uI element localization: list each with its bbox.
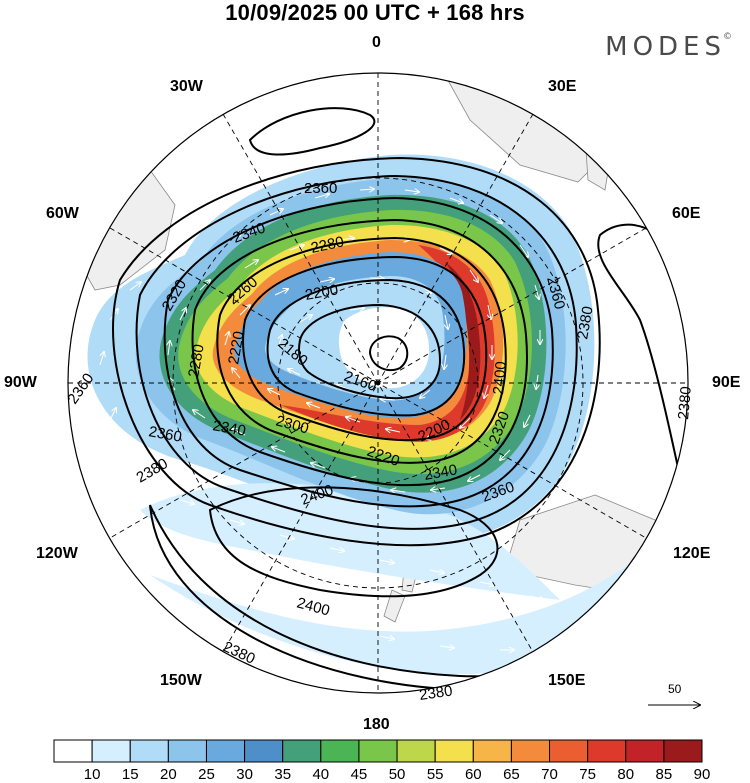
lon-label-90e: 90E xyxy=(712,374,741,391)
colorbar-tick-label: 30 xyxy=(236,766,253,783)
contour-label: 2380 xyxy=(675,386,695,421)
contour-labels: 2360 2340 2320 2280 2260 2200 2220 2280 … xyxy=(64,180,695,704)
colorbar-swatch xyxy=(396,739,436,763)
lon-label-120w: 120W xyxy=(36,545,78,562)
lon-label-180: 180 xyxy=(363,716,390,733)
colorbar-tick-label: 90 xyxy=(693,766,711,783)
lon-label-60e: 60E xyxy=(672,205,701,222)
colorbar-swatch xyxy=(358,739,398,763)
colorbar-swatch xyxy=(510,739,551,763)
colorbar-tick-label: 15 xyxy=(121,766,139,783)
colorbar-swatch xyxy=(282,739,322,763)
map-border xyxy=(67,72,689,694)
new-zealand-south xyxy=(383,589,406,623)
colorbar-swatch xyxy=(434,739,474,763)
contour-label: 2380 xyxy=(418,682,453,703)
colorbar-swatch xyxy=(472,739,512,763)
contour-label: 2400 xyxy=(490,361,510,396)
colorbar-swatch xyxy=(244,739,284,763)
colorbar xyxy=(53,739,703,763)
colorbar-swatch xyxy=(91,739,131,763)
contour-label: 2280 xyxy=(185,343,208,379)
colorbar-tick-label: 80 xyxy=(617,766,635,783)
colorbar-tick-label: 50 xyxy=(388,766,406,783)
colorbar-tick-label: 65 xyxy=(503,766,520,783)
colorbar-tick-label: 25 xyxy=(198,766,215,783)
contour-label: 2380 xyxy=(574,305,597,341)
colorbar-tick-label: 70 xyxy=(541,766,558,783)
contour-label: 2340 xyxy=(211,417,247,440)
brand-text: MODES xyxy=(605,32,726,62)
lon-label-0: 0 xyxy=(372,34,381,51)
colorbar-tick-label: 60 xyxy=(464,766,482,783)
colorbar-tick-label: 55 xyxy=(426,766,444,783)
contour-label: 2280 xyxy=(309,233,345,257)
colorbar-tick-label: 85 xyxy=(655,766,673,783)
colorbar-tick-label: 35 xyxy=(274,766,292,783)
colorbar-tick-label: 75 xyxy=(579,766,596,783)
vector-scale-label: 50 xyxy=(668,682,682,696)
colorbar-tick-label: 45 xyxy=(350,766,368,783)
map-title: 10/09/2025 00 UTC + 168 hrs xyxy=(225,0,525,25)
lon-label-90w: 90W xyxy=(4,374,37,391)
lon-label-150w: 150W xyxy=(160,672,202,689)
contour-label: 2340 xyxy=(423,461,459,484)
lon-label-150e: 150E xyxy=(548,672,586,689)
contour-label: 2360 xyxy=(304,180,337,197)
colorbar-swatch xyxy=(549,739,589,763)
colorbar-swatch xyxy=(129,739,169,763)
colorbar-swatch xyxy=(587,739,627,763)
colorbar-swatch xyxy=(205,739,246,763)
colorbar-swatch xyxy=(663,739,703,763)
height-contours xyxy=(112,107,688,692)
pole-marker xyxy=(375,380,381,386)
contour-label: 2360 xyxy=(147,423,183,446)
colorbar-tick-label: 40 xyxy=(312,766,330,783)
wind-vectors xyxy=(99,189,668,650)
lon-label-30w: 30W xyxy=(170,78,203,95)
colorbar-swatch xyxy=(625,739,665,763)
lon-label-30e: 30E xyxy=(548,78,577,95)
colorbar-tick-label: 10 xyxy=(83,766,101,783)
lon-label-120e: 120E xyxy=(673,545,711,562)
copyright-icon: © xyxy=(723,32,732,42)
colorbar-tick-label: 20 xyxy=(160,766,177,783)
contour-label: 2220 xyxy=(225,330,248,366)
lon-label-60w: 60W xyxy=(46,205,79,222)
modes-logo: MODES© xyxy=(605,32,732,62)
colorbar-swatch xyxy=(167,739,207,763)
colorbar-swatch xyxy=(53,739,93,763)
colorbar-swatch xyxy=(320,739,360,763)
contour-label: 2200 xyxy=(304,281,340,304)
